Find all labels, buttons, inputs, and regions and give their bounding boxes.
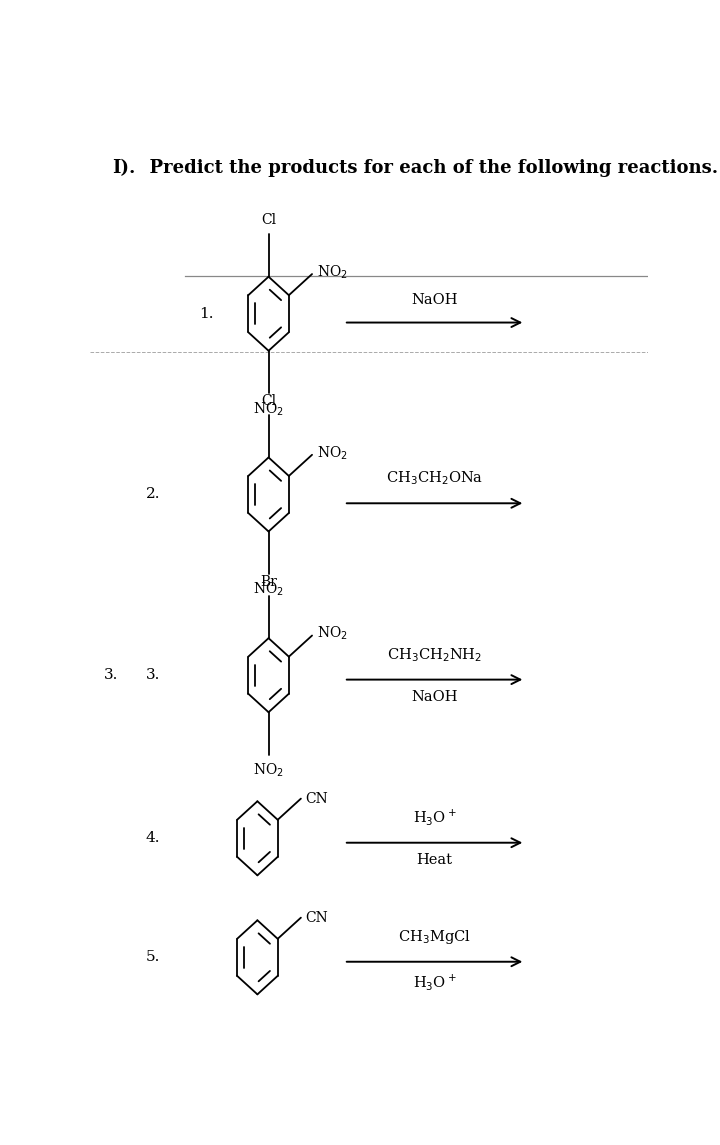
Text: NO$_2$: NO$_2$ xyxy=(317,444,347,461)
Text: CH$_3$MgCl: CH$_3$MgCl xyxy=(398,927,471,946)
Text: 3.: 3. xyxy=(145,669,160,682)
Text: Cl: Cl xyxy=(261,213,276,228)
Text: H$_3$O$^+$: H$_3$O$^+$ xyxy=(413,807,456,827)
Text: Heat: Heat xyxy=(417,853,453,867)
Text: 1.: 1. xyxy=(199,307,213,321)
Text: H$_3$O$^+$: H$_3$O$^+$ xyxy=(413,972,456,993)
Text: NaOH: NaOH xyxy=(411,293,458,307)
Text: NO$_2$: NO$_2$ xyxy=(253,400,284,418)
Text: 3.: 3. xyxy=(104,669,118,682)
Text: Br: Br xyxy=(260,575,277,589)
Text: 4.: 4. xyxy=(145,831,161,845)
Text: 2.: 2. xyxy=(145,488,161,502)
Text: NaOH: NaOH xyxy=(411,690,458,704)
Text: CH$_3$CH$_2$NH$_2$: CH$_3$CH$_2$NH$_2$ xyxy=(387,646,482,664)
Text: CN: CN xyxy=(305,910,328,925)
Text: NO$_2$: NO$_2$ xyxy=(317,625,347,642)
Text: Cl: Cl xyxy=(261,394,276,408)
Text: 5.: 5. xyxy=(145,950,160,964)
Text: NO$_2$: NO$_2$ xyxy=(253,761,284,779)
Text: Predict the products for each of the following reactions.: Predict the products for each of the fol… xyxy=(138,159,719,177)
Text: I).: I). xyxy=(112,159,135,177)
Text: CH$_3$CH$_2$ONa: CH$_3$CH$_2$ONa xyxy=(386,469,483,488)
Text: NO$_2$: NO$_2$ xyxy=(317,263,347,281)
Text: NO$_2$: NO$_2$ xyxy=(253,581,284,599)
Text: CN: CN xyxy=(305,791,328,806)
